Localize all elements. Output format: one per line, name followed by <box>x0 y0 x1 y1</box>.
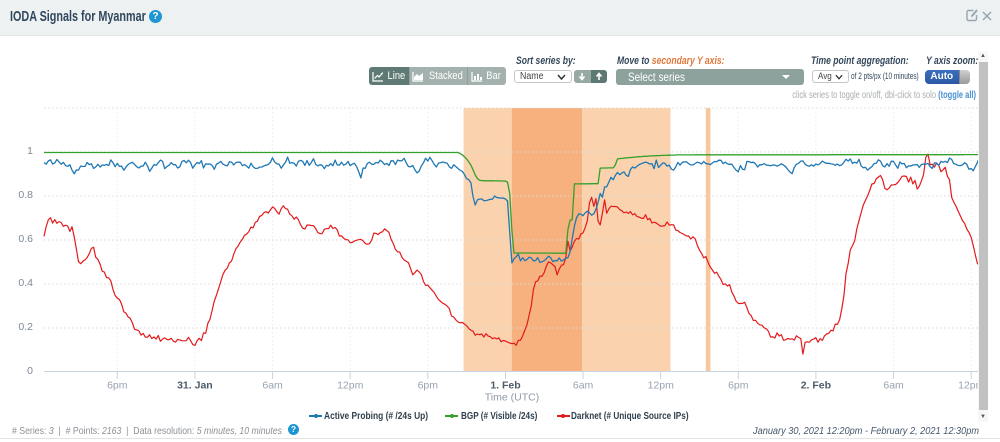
svg-text:2. Feb: 2. Feb <box>801 380 831 392</box>
svg-text:Time (UTC): Time (UTC) <box>485 392 539 404</box>
svg-text:12pm: 12pm <box>958 380 985 392</box>
svg-text:12pm: 12pm <box>337 380 364 392</box>
svg-text:1: 1 <box>27 145 33 157</box>
svg-text:0.4: 0.4 <box>18 277 33 289</box>
svg-text:0: 0 <box>27 365 33 377</box>
svg-text:31. Jan: 31. Jan <box>177 380 213 392</box>
svg-text:0.6: 0.6 <box>18 233 33 245</box>
svg-text:0.8: 0.8 <box>18 189 33 201</box>
svg-text:6am: 6am <box>573 380 594 392</box>
svg-text:0.2: 0.2 <box>18 321 33 333</box>
svg-text:6am: 6am <box>883 380 904 392</box>
svg-text:6pm: 6pm <box>418 380 439 392</box>
svg-text:1. Feb: 1. Feb <box>490 380 520 392</box>
svg-text:6pm: 6pm <box>107 380 128 392</box>
svg-text:6am: 6am <box>262 380 283 392</box>
svg-text:6pm: 6pm <box>728 380 749 392</box>
svg-text:12pm: 12pm <box>648 380 675 392</box>
